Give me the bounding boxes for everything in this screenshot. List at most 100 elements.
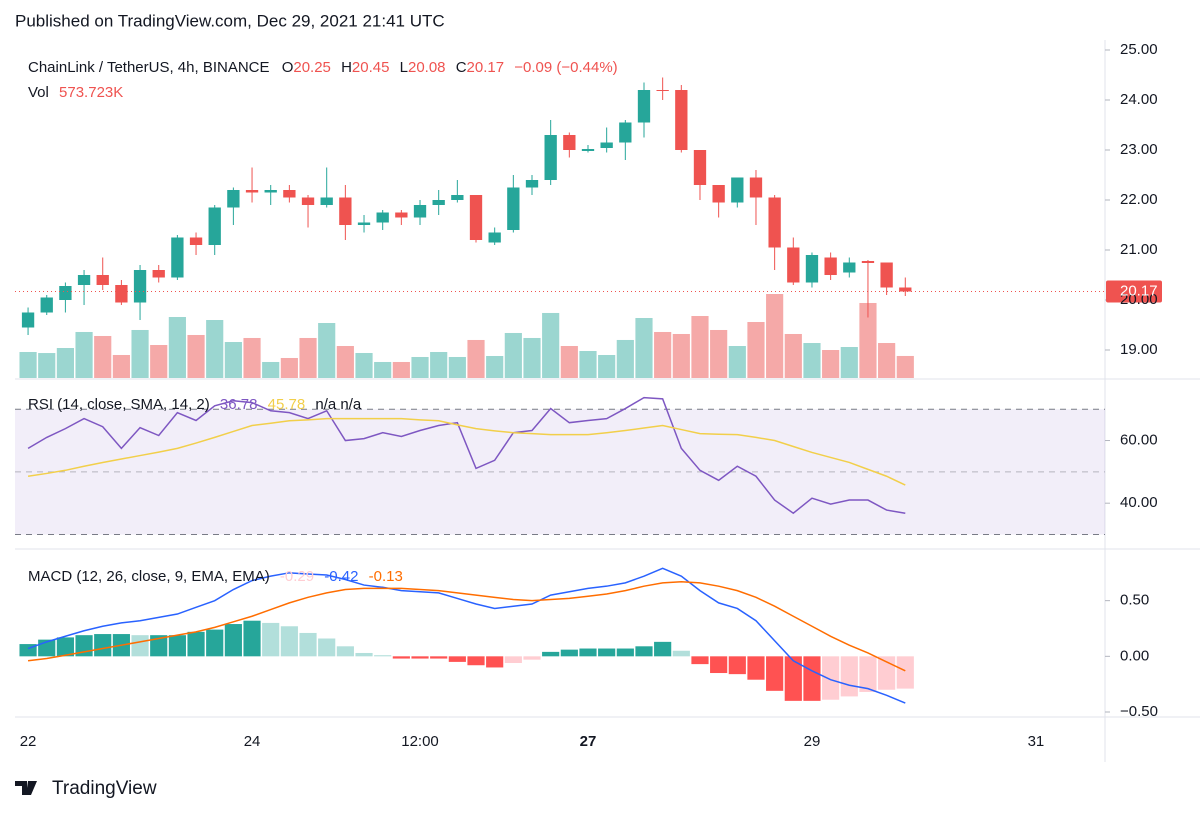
x-tick-label: 12:00 — [401, 733, 439, 750]
histogram-bar — [168, 635, 186, 657]
volume-bar — [75, 331, 93, 378]
volume-bar — [878, 343, 896, 378]
volume-bar — [803, 343, 821, 378]
candle-body — [563, 135, 576, 150]
histogram-bar — [784, 656, 802, 701]
x-tick-label: 29 — [804, 733, 821, 750]
y-tick-label: 19.00 — [1120, 341, 1158, 358]
candle-body — [899, 287, 912, 292]
y-tick-label: 22.00 — [1120, 191, 1158, 208]
histogram-bar — [710, 656, 728, 674]
histogram-bar — [299, 632, 317, 657]
hist-value: -0.29 — [280, 568, 314, 585]
symbol: ChainLink / TetherUS, 4h, BINANCE — [28, 59, 270, 76]
candle-body — [712, 185, 725, 203]
candle-body — [115, 285, 128, 303]
volume-bar — [523, 337, 541, 378]
volume-bar — [896, 355, 914, 378]
macd-value: -0.42 — [324, 568, 358, 585]
volume-bar — [131, 329, 149, 378]
volume-bar — [728, 346, 746, 378]
macd-title: MACD (12, 26, close, 9, EMA, EMA) — [28, 568, 270, 585]
candle-body — [301, 197, 315, 205]
legend-key: L — [400, 59, 408, 76]
histogram-bar — [896, 656, 914, 689]
volume-bar — [635, 318, 653, 378]
candle-body — [357, 222, 371, 225]
macd-legend: MACD (12, 26, close, 9, EMA, EMA) -0.29 … — [28, 568, 403, 585]
histogram-bar — [392, 656, 410, 659]
histogram-bar — [635, 646, 653, 657]
volume-bar — [504, 332, 522, 378]
histogram-bar — [486, 656, 504, 668]
histogram-bar — [280, 626, 298, 657]
volume-bar — [691, 316, 709, 378]
close-value: 20.17 — [467, 59, 505, 76]
histogram-bar — [672, 650, 690, 657]
volume-bar — [19, 351, 37, 378]
volume-bar — [56, 348, 74, 378]
low-value: 20.08 — [408, 59, 446, 76]
histogram-bar — [131, 635, 149, 657]
candle-body — [656, 90, 669, 91]
volume-bar — [672, 333, 690, 378]
candle-body — [283, 190, 296, 198]
candle-body — [376, 212, 389, 223]
histogram-bar — [579, 648, 597, 657]
volume-bar — [448, 356, 466, 378]
histogram-bar — [187, 631, 205, 657]
candle-body — [749, 177, 763, 198]
candle-body — [395, 212, 408, 218]
volume-bar — [187, 334, 205, 378]
x-tick-label: 24 — [244, 733, 261, 750]
histogram-bar — [504, 656, 522, 664]
candle-body — [507, 187, 520, 230]
candle-body — [189, 237, 203, 245]
histogram-bar — [355, 652, 373, 657]
legend-key: H — [341, 59, 352, 76]
histogram-bar — [224, 624, 242, 657]
volume-bar — [467, 339, 485, 378]
x-tick-label: 31 — [1028, 733, 1045, 750]
volume-bar — [784, 333, 802, 378]
histogram-bar — [840, 656, 858, 697]
brand: TradingView — [52, 778, 157, 799]
volume-bar — [747, 321, 765, 378]
y-tick-label: 60.00 — [1120, 431, 1158, 448]
histogram-bar — [150, 635, 168, 657]
rsi-title: RSI (14, close, SMA, 14, 2) — [28, 396, 210, 413]
volume-bar — [336, 346, 354, 378]
na-values: n/a n/a — [315, 396, 362, 413]
histogram-bar — [859, 656, 877, 692]
published: Published on TradingView.com, Dec 29, 20… — [15, 11, 445, 30]
candle-body — [320, 197, 333, 205]
histogram-bar — [766, 656, 784, 691]
volume-bar — [710, 329, 728, 378]
open-value: 20.25 — [293, 59, 331, 76]
volume-bar — [112, 354, 130, 378]
volume-name: Vol — [28, 84, 49, 101]
volume-bar — [766, 293, 784, 378]
volume-bar — [355, 352, 373, 378]
x-tick-label: 22 — [20, 733, 37, 750]
candle-body — [731, 177, 744, 203]
last-price-box — [1106, 280, 1162, 303]
candle-body — [619, 122, 632, 143]
volume-bar — [224, 342, 242, 378]
histogram-bar — [616, 648, 634, 657]
histogram-bar — [691, 656, 709, 665]
histogram-bar — [822, 656, 840, 700]
volume-bar — [299, 337, 317, 378]
histogram-bar — [728, 656, 746, 675]
candle-body — [227, 190, 240, 208]
volume-bar — [822, 349, 840, 378]
volume-bar — [38, 353, 56, 378]
volume-bar — [542, 312, 560, 378]
indicator-line — [27, 567, 906, 704]
histogram-bar — [206, 629, 224, 657]
candle-body — [805, 255, 819, 283]
histogram-bar — [467, 656, 485, 666]
volume-bar — [392, 361, 410, 378]
y-tick-label: 0.50 — [1120, 592, 1149, 609]
